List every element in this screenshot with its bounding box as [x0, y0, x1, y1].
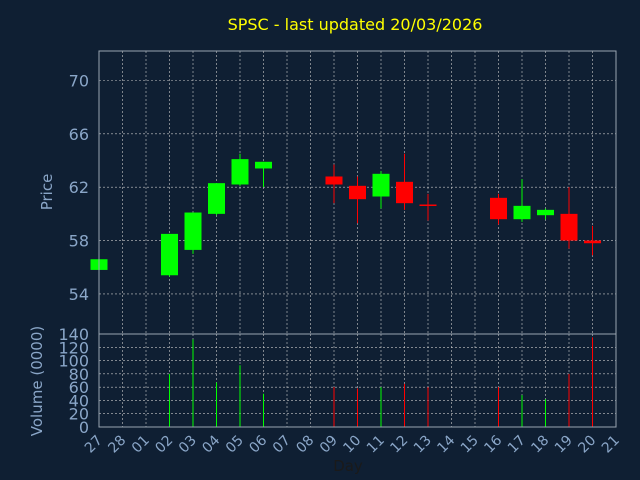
x-tick-label: 18 [528, 433, 552, 457]
price-tick-label: 66 [69, 125, 89, 144]
x-tick-label: 01 [129, 433, 153, 457]
x-tick-label: 19 [552, 433, 576, 457]
x-tick-label: 03 [176, 433, 200, 457]
x-tick-label: 09 [317, 433, 341, 457]
x-tick-label: 15 [458, 433, 482, 457]
x-tick-label: 13 [411, 433, 435, 457]
price-axis-label: Price [38, 174, 56, 211]
price-tick-label: 62 [69, 178, 89, 197]
candle-body [349, 185, 366, 200]
x-tick-label: 20 [575, 433, 599, 457]
x-tick-labels: 27 28 01 02 03 04 05 06 07 08 09 10 11 12 13 14 15 16 17 18… [82, 432, 623, 456]
candle-body [396, 181, 413, 204]
candle-body [490, 197, 507, 220]
candle-body [584, 240, 601, 244]
x-tick-label: 12 [387, 433, 411, 457]
volume-tick-label: 60 [69, 378, 89, 397]
volume-tick-label: 20 [69, 405, 89, 424]
x-axis-label: Day [333, 457, 363, 475]
x-tick-label: 02 [152, 433, 176, 457]
volume-bars [169, 337, 593, 427]
x-tick-label: 06 [246, 432, 270, 456]
x-tick-label: 05 [223, 433, 247, 457]
x-tick-label: 16 [481, 432, 505, 456]
x-tick-label: 28 [105, 433, 129, 457]
volume-tick-label: 80 [69, 365, 89, 384]
x-tick-label: 10 [340, 433, 364, 457]
candle-body [208, 183, 225, 214]
x-tick-label: 17 [505, 433, 529, 457]
volume-axis-label: Volume (0000) [28, 326, 46, 436]
volume-panel-frame [98, 333, 617, 428]
volume-tick-label: 0 [79, 418, 89, 437]
candle-body [419, 204, 437, 207]
price-tick-label: 58 [69, 232, 89, 251]
candle-body [161, 233, 178, 276]
candle-body [325, 176, 343, 185]
x-tick-label: 11 [364, 433, 388, 457]
volume-tick-label: 40 [69, 391, 89, 410]
candle-body [513, 205, 531, 220]
price-tick-label: 54 [69, 285, 89, 304]
x-tick-label: 08 [293, 433, 317, 457]
candle-body [537, 209, 554, 216]
volume-tick-label: 120 [58, 338, 89, 357]
x-tick-label: 07 [270, 433, 294, 457]
x-tick-label: 21 [599, 433, 623, 457]
candle-body [372, 173, 390, 197]
x-tick-label: 14 [434, 432, 458, 456]
candle-body [255, 161, 272, 169]
x-tick-label: 04 [199, 432, 223, 456]
price-tick-label: 70 [69, 71, 89, 90]
price-candles [90, 153, 601, 277]
volume-tick-label: 100 [58, 352, 89, 371]
candle-body [184, 212, 202, 250]
volume-tick-label: 140 [58, 325, 89, 344]
chart-title: SPSC - last updated 20/03/2026 [228, 15, 483, 34]
candle-body [231, 159, 249, 185]
candle-body [560, 213, 578, 241]
